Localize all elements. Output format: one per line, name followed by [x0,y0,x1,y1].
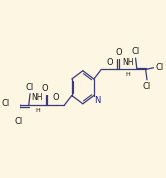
Text: N: N [95,96,101,105]
Text: O: O [52,93,59,103]
Text: H: H [35,108,40,113]
Text: NH: NH [32,93,43,103]
Text: Cl: Cl [26,83,34,92]
Text: Cl: Cl [156,63,164,72]
Text: Cl: Cl [143,82,151,91]
Text: H: H [126,72,130,77]
Text: NH: NH [122,58,134,67]
Text: Cl: Cl [15,117,23,126]
Text: O: O [115,48,122,57]
Text: O: O [107,58,113,67]
Text: O: O [41,84,48,93]
Text: Cl: Cl [131,47,140,56]
Text: Cl: Cl [2,99,10,108]
